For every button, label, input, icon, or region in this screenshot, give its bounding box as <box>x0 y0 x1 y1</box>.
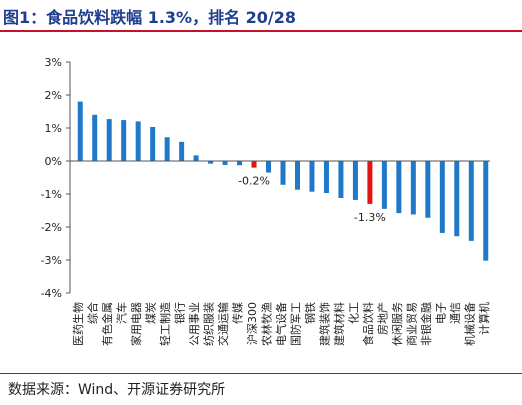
bar-电子 <box>439 161 445 233</box>
category-label: 汽车 <box>115 302 129 324</box>
y-axis: 3% 2% 1% 0% -1% -2% -3% -4% <box>41 56 71 300</box>
y-tick-label: 3% <box>45 56 62 69</box>
source-note: 数据来源：Wind、开源证券研究所 <box>8 382 226 398</box>
category-labels: 医药生物 综合 有色金属 汽车 家用电器 煤炭 轻工制造 银行 公用事业 纺织服装 交通运输 传媒 沪深… <box>71 302 491 346</box>
bar-series <box>77 101 489 261</box>
category-label: 休闲服务 <box>390 302 404 346</box>
category-label: 计算机 <box>477 302 491 335</box>
bar-通信 <box>454 161 460 237</box>
y-tick-label: 2% <box>45 89 62 102</box>
category-label: 通信 <box>449 302 462 324</box>
bar-建筑材料 <box>338 161 344 198</box>
y-tick-label: -4% <box>41 287 62 300</box>
bar-家用电器 <box>135 121 141 161</box>
data-label: -0.2% <box>238 175 270 188</box>
bar-轻工制造 <box>164 137 170 161</box>
y-tick-label: 1% <box>45 122 62 135</box>
category-label: 电子 <box>434 302 447 324</box>
y-tick-label: 0% <box>45 155 62 168</box>
category-label: 非银金融 <box>419 302 433 346</box>
bar-汽车 <box>121 120 127 161</box>
category-label: 公用事业 <box>188 302 201 346</box>
bar-沪深300 <box>251 161 257 168</box>
category-label: 建筑装饰 <box>317 302 331 346</box>
category-label: 电气设备 <box>274 302 288 346</box>
bar-电气设备 <box>280 161 286 185</box>
category-label: 房地产 <box>375 302 389 335</box>
category-label: 有色金属 <box>100 302 114 346</box>
data-labels: -0.2% -1.3% <box>238 175 386 224</box>
bar-商业贸易 <box>410 161 416 215</box>
category-label: 纺织服装 <box>202 302 216 346</box>
bar-银行 <box>179 141 185 161</box>
y-tick-label: -3% <box>41 254 62 267</box>
bar-房地产 <box>381 161 387 209</box>
bar-计算机 <box>483 161 489 261</box>
category-label: 煤炭 <box>145 302 158 324</box>
bar-休闲服务 <box>396 161 402 214</box>
y-tick-label: -2% <box>41 221 62 234</box>
bar-chart: 3% 2% 1% 0% -1% -2% -3% -4% 医药生物 综合 有色金属 汽车 家用电器 煤炭轻… <box>41 56 491 346</box>
page-title: 图1：食品饮料跌幅 1.3%，排名 20/28 <box>3 8 297 27</box>
bar-国防军工 <box>294 161 300 190</box>
bar-煤炭 <box>150 127 156 161</box>
category-label: 化工 <box>346 302 360 324</box>
category-label: 家用电器 <box>129 302 143 346</box>
title-divider <box>0 30 522 32</box>
category-label: 农林牧渔 <box>260 302 274 346</box>
category-label: 轻工制造 <box>158 302 172 346</box>
bar-化工 <box>352 161 358 200</box>
category-label: 综合 <box>86 302 100 324</box>
bar-传媒 <box>237 161 243 166</box>
bar-医药生物 <box>77 101 83 161</box>
bar-建筑装饰 <box>323 161 329 194</box>
category-label: 传媒 <box>232 302 245 324</box>
category-label: 医药生物 <box>71 302 85 346</box>
bar-钢铁 <box>309 161 315 192</box>
category-label: 建筑材料 <box>332 302 346 346</box>
bar-食品饮料 <box>367 161 373 204</box>
y-tick-label: -1% <box>41 188 62 201</box>
bar-有色金属 <box>106 119 112 161</box>
data-label: -1.3% <box>354 211 386 224</box>
category-label: 机械设备 <box>462 302 476 346</box>
bar-机械设备 <box>468 161 474 241</box>
bar-农林牧渔 <box>266 161 272 173</box>
bar-非银金融 <box>425 161 431 218</box>
bar-综合 <box>92 114 98 161</box>
bar-交通运输 <box>222 161 228 165</box>
bar-纺织服装 <box>208 161 214 164</box>
category-label: 商业贸易 <box>404 302 418 346</box>
category-label: 交通运输 <box>216 302 230 346</box>
category-label: 食品饮料 <box>361 302 375 346</box>
category-label: 沪深300 <box>245 302 259 345</box>
category-label: 国防军工 <box>288 302 302 346</box>
bar-公用事业 <box>193 155 199 161</box>
footer-divider <box>0 373 522 374</box>
category-label: 银行 <box>173 302 187 324</box>
category-label: 钢铁 <box>304 302 317 324</box>
